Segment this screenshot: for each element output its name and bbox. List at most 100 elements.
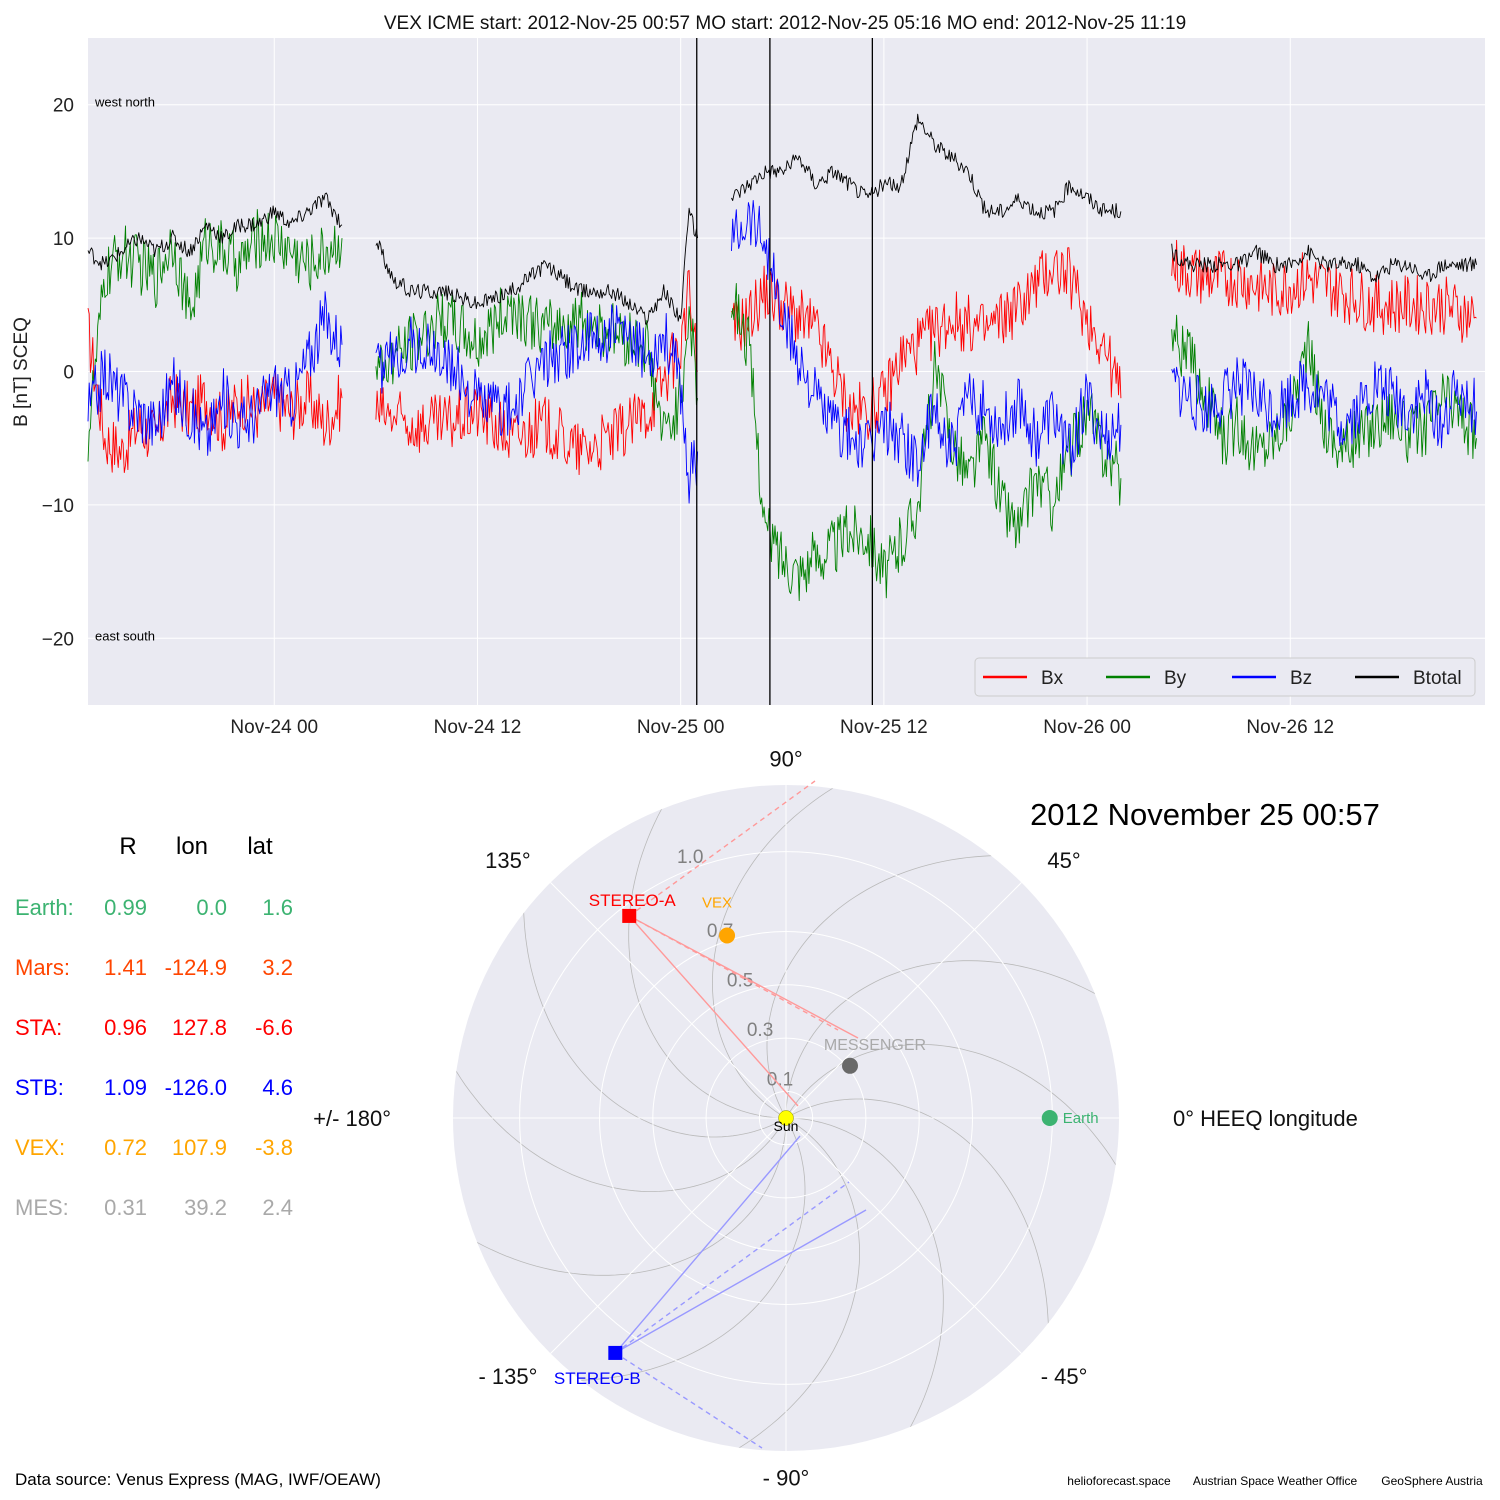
legend-box [974,657,1476,697]
stereo-b-label: STEREO-B [554,1369,641,1388]
table-row-r: 1.41 [104,955,147,980]
table-row-lon: -126.0 [165,1075,227,1100]
stereo-b-fov-line [614,1352,763,1449]
table-row-r: 0.96 [104,1015,147,1040]
timeseries-y-axis-label: B [nT] SCEQ [11,317,32,427]
parker-spiral [788,1117,944,1451]
direction-annotation: west north [94,95,155,110]
timeseries-legend: Bx By Bz Btotal [974,657,1476,697]
timeseries-grid [88,38,1485,705]
table-row-lat: 3.2 [262,955,293,980]
sun-label: Sun [774,1118,799,1134]
table-row-r: 1.09 [104,1075,147,1100]
y-tick-label: 20 [53,96,74,117]
y-tick-label: −10 [42,496,74,517]
stereo-a-marker [622,908,637,923]
timeseries-lines [87,113,1477,602]
table-row-r: 0.99 [104,895,147,920]
x-tick-label: Nov-26 00 [1043,717,1131,738]
table-row-lon: 127.8 [172,1015,227,1040]
table-row-lat: 2.4 [262,1195,293,1220]
table-row-lat: -3.8 [255,1135,293,1160]
stereo-a-fov-line [628,915,859,1039]
table-row-name: Mars: [15,955,70,980]
series-line-btotal [87,192,343,271]
series-line-bz [731,200,1122,488]
vex-label: VEX [702,894,732,911]
y-tick-label: 10 [53,229,74,250]
credit-geosphere-austria: GeoSphere Austria [1381,1474,1483,1488]
table-header: lat [247,833,273,860]
y-tick-label: −20 [42,629,74,650]
y-tick-label: 0 [63,363,74,384]
stereo-a-fov-line [628,915,839,1031]
credit-helioforecast: helioforecast.space [1067,1474,1171,1488]
x-tick-label: Nov-24 00 [230,717,318,738]
series-line-bz [1171,357,1477,449]
legend-label-bz: Bz [1290,668,1312,689]
spacecraft-field-of-view-lines [614,780,867,1449]
earth-marker [1041,1110,1058,1126]
timeseries-title: VEX ICME start: 2012-Nov-25 00:57 MO sta… [384,13,1186,34]
table-row-lon: 39.2 [184,1195,227,1220]
table-row-lat: 4.6 [262,1075,293,1100]
legend-label-btotal: Btotal [1413,668,1462,689]
table-row-name: STA: [15,1015,62,1040]
table-row-name: VEX: [15,1135,65,1160]
vex-marker [719,927,736,944]
angle-label: - 135° [478,1364,537,1389]
messenger-marker [841,1057,858,1074]
series-line-by [1171,314,1477,471]
angle-label: - 90° [763,1466,810,1491]
table-header: R [119,833,136,860]
angle-label: 0° HEEQ longitude [1173,1106,1358,1131]
series-line-bx [731,247,1122,440]
legend-label-by: By [1164,668,1187,689]
stereo-b-fov-line [614,1209,867,1354]
series-line-bx [375,269,698,476]
series-line-bx [1171,239,1477,343]
stereo-a-fov-line [628,915,799,1107]
series-line-btotal [731,113,1122,220]
x-tick-label: Nov-26 12 [1246,717,1334,738]
table-row-lon: 107.9 [172,1135,227,1160]
series-line-bz [87,291,343,456]
data-source-note: Data source: Venus Express (MAG, IWF/OEA… [15,1470,381,1489]
angle-label: 135° [485,848,531,873]
plot-date-title: 2012 November 25 00:57 [1030,797,1380,832]
series-line-btotal [1171,243,1477,283]
angle-label: 90° [769,746,802,771]
radial-tick-label: 0.5 [727,970,753,991]
radial-tick-label: 0.1 [767,1069,793,1090]
planet-and-spacecraft-markers: Sun Earth MESSENGER VEX STEREO-A STEREO-B [554,891,1099,1388]
x-tick-label: Nov-25 12 [840,717,928,738]
angular-gridline [550,1117,787,1354]
table-row-name: STB: [15,1075,64,1100]
series-line-bz [375,304,699,504]
parker-spiral [453,1120,787,1276]
parker-spiral [628,785,784,1119]
credit-austrian-space-weather-office: Austrian Space Weather Office [1193,1474,1358,1488]
stereo-b-fov-line [614,1135,801,1354]
table-row-name: Earth: [15,895,74,920]
parker-spiral [785,960,1119,1116]
x-tick-label: Nov-24 12 [434,717,522,738]
radial-tick-labels: 0.10.30.50.71.0 [677,847,793,1090]
timeseries-tick-labels: −20 −10 0 10 20 Nov-24 00 Nov-24 12 Nov-25 00 No… [42,96,1334,738]
table-row-r: 0.72 [104,1135,147,1160]
table-row-lon: 0.0 [196,895,227,920]
table-row-lon: -124.9 [165,955,227,980]
radial-tick-label: 1.0 [677,847,703,868]
table-row-lat: 1.6 [262,895,293,920]
angle-label: +/- 180° [313,1106,391,1131]
table-row-lat: -6.6 [255,1015,293,1040]
table-row-name: MES: [15,1195,69,1220]
angular-gridline [785,1117,1022,1354]
heeq-position-plot: 0.10.30.50.71.0 0° HEEQ longitude45°90°1… [313,746,1380,1491]
table-header: lon [176,833,208,860]
angular-gridline [785,882,1022,1119]
sun-marker [778,1110,794,1126]
angle-label: - 45° [1041,1364,1088,1389]
